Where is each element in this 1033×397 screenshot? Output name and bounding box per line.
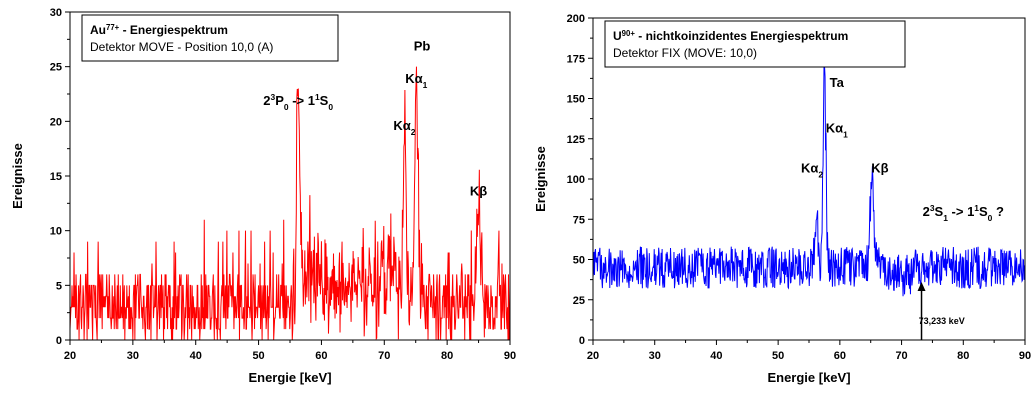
legend-box — [604, 20, 906, 68]
legend-box — [81, 14, 339, 62]
annotation-4: Kβ — [871, 161, 888, 176]
x-tick-label: 20 — [64, 350, 76, 362]
series-line — [592, 59, 1026, 297]
x-tick-label: 70 — [895, 350, 907, 362]
annotation-3: Kα1 — [405, 71, 427, 90]
y-tick-label: 100 — [567, 174, 585, 186]
series-line — [69, 66, 511, 341]
legend-title: Au77+ - Energiespektrum — [90, 23, 228, 38]
legend-title: U90+ - nichtkoinzidentes Energiespektrum — [613, 29, 848, 44]
x-axis-title: Energie [keV] — [248, 370, 331, 385]
y-tick-label: 15 — [50, 171, 62, 183]
y-tick-label: 125 — [567, 134, 585, 146]
x-tick-label: 80 — [957, 350, 969, 362]
marker-arrowhead — [917, 282, 926, 292]
legend-subtitle: Detektor MOVE - Position 10,0 (A) — [90, 40, 273, 54]
y-tick-label: 50 — [573, 255, 585, 267]
annotation-2: Kα2 — [393, 118, 415, 137]
chart-2: 20 30 40 50 60 70 80 90 0 25 50 75 100 125 150 175 200 En… — [533, 13, 1031, 385]
x-tick-label: 40 — [190, 350, 202, 362]
y-axis-title: Ereignisse — [10, 143, 25, 209]
annotation-1: 23P0 -> 11S0 — [263, 92, 333, 112]
x-tick-label: 50 — [772, 350, 784, 362]
annotation-6: 73,233 keV — [919, 316, 965, 326]
x-axis-title: Energie [keV] — [767, 370, 850, 385]
x-tick-label: 90 — [504, 350, 516, 362]
y-tick-label: 10 — [50, 226, 62, 238]
annotation-2: Kα1 — [826, 120, 848, 139]
annotation-1: Ta — [830, 75, 845, 90]
y-tick-label: 20 — [50, 116, 62, 128]
x-tick-label: 60 — [834, 350, 846, 362]
y-tick-label: 175 — [567, 53, 585, 65]
annotation-5: 23S1 -> 11S0 ? — [923, 203, 1004, 223]
y-tick-label: 30 — [50, 7, 62, 19]
y-tick-label: 150 — [567, 94, 585, 106]
chart-1: 20 30 40 50 60 70 80 90 0 5 10 15 20 25 30 Energie [keV… — [10, 7, 516, 385]
x-tick-label: 40 — [710, 350, 722, 362]
x-tick-label: 30 — [127, 350, 139, 362]
y-tick-label: 0 — [579, 335, 585, 347]
y-tick-label: 200 — [567, 13, 585, 25]
x-tick-label: 50 — [252, 350, 264, 362]
y-tick-label: 5 — [56, 280, 62, 292]
x-tick-label: 20 — [587, 350, 599, 362]
x-tick-label: 30 — [649, 350, 661, 362]
annotation-5: Kβ — [470, 184, 487, 199]
legend-subtitle: Detektor FIX (MOVE: 10,0) — [613, 46, 757, 60]
x-tick-label: 60 — [315, 350, 327, 362]
y-tick-label: 0 — [56, 335, 62, 347]
x-tick-label: 80 — [441, 350, 453, 362]
y-tick-label: 75 — [573, 214, 585, 226]
annotation-3: Kα2 — [801, 161, 823, 180]
y-tick-label: 25 — [50, 62, 62, 74]
x-tick-label: 70 — [378, 350, 390, 362]
x-tick-label: 90 — [1019, 350, 1031, 362]
annotation-4: Pb — [414, 38, 431, 53]
y-tick-label: 25 — [573, 295, 585, 307]
y-axis-title: Ereignisse — [533, 146, 548, 212]
